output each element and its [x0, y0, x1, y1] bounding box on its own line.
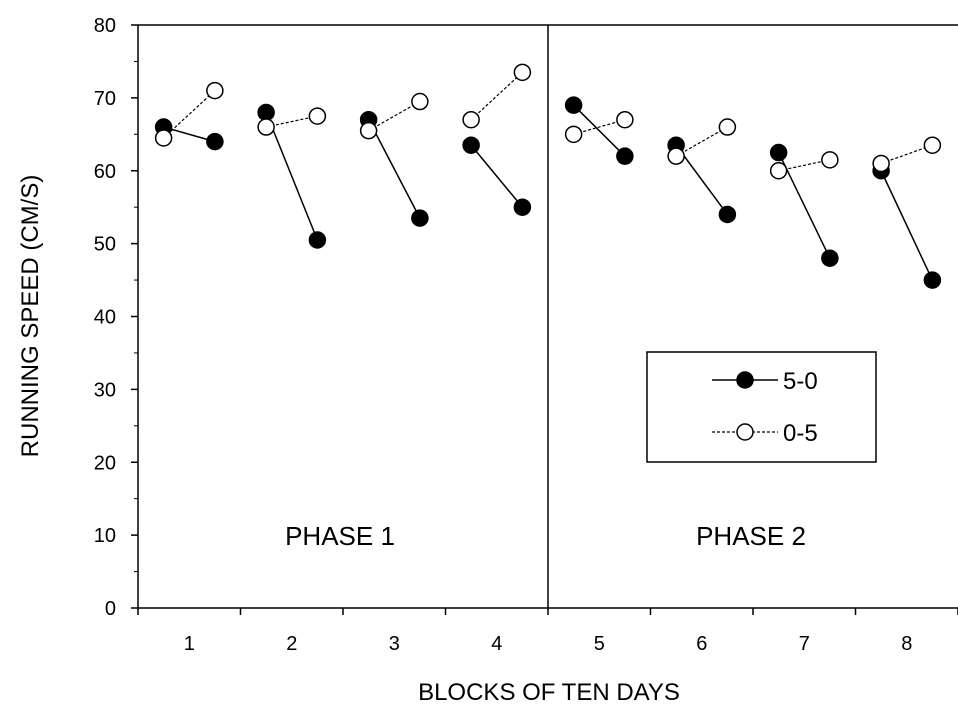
legend-marker-5-0 [736, 371, 754, 389]
series-5-0-point-1-2 [206, 132, 224, 151]
x-tick-label-2: 2 [286, 633, 297, 655]
series-5-0-point-7-1 [769, 143, 788, 162]
series-5-0-segment-2 [265, 112, 319, 241]
series-5-0-point-6-2 [718, 205, 737, 224]
series-0-5-segment-2 [265, 115, 318, 128]
series-0-5-point-2-1 [257, 118, 275, 136]
series-0-5-point-5-2 [616, 110, 634, 129]
series-0-5-segment-7 [778, 159, 831, 172]
y-tick-label-80: 80 [94, 15, 116, 37]
series-5-0-point-8-2 [923, 271, 942, 289]
x-tick-label-3: 3 [389, 633, 400, 655]
series-5-0-point-3-2 [411, 209, 429, 227]
x-tick-label-4: 4 [491, 633, 502, 655]
x-tick-label-1: 1 [184, 633, 195, 655]
y-axis: 0 10 20 30 40 50 60 70 80 [94, 15, 138, 620]
legend-label-5-0: 5-0 [783, 368, 818, 395]
phase-2-label: PHASE 2 [696, 521, 806, 551]
y-tick-label-40: 40 [94, 307, 116, 329]
series-5-0-segment-5 [573, 104, 626, 157]
series-5-0-segment-4 [470, 144, 523, 208]
series-0-5-point-3-1 [359, 121, 378, 140]
series-0-5-segment-4 [470, 71, 523, 121]
legend-box [646, 351, 877, 463]
series-5-0-point-5-2 [616, 147, 634, 165]
series-5-0-point-5-1 [564, 96, 583, 114]
series-5-0-point-7-2 [821, 249, 839, 267]
y-tick-label-50: 50 [94, 234, 116, 256]
series-0-5-segment-8 [880, 144, 933, 165]
series-0-5-point-6-1 [667, 147, 685, 165]
y-tick-label-0: 0 [105, 598, 116, 620]
y-tick-label-60: 60 [94, 161, 116, 183]
y-tick-label-70: 70 [94, 88, 116, 110]
legend: 5-0 0-5 [646, 351, 877, 463]
series-0-5-point-8-2 [923, 136, 942, 154]
x-tick-label-5: 5 [594, 633, 605, 655]
series-5-0-segment-3 [367, 119, 421, 219]
series-0-5-segment-1 [163, 90, 216, 139]
series-0-5-point-2-2 [308, 107, 327, 125]
y-tick-label-10: 10 [94, 525, 116, 547]
x-tick-label-6: 6 [696, 633, 707, 655]
series-0-5-point-1-2 [206, 81, 224, 100]
series-0-5 [154, 63, 942, 180]
x-tick-label-8: 8 [901, 633, 912, 655]
series-5-0-point-2-2 [308, 231, 327, 249]
legend-marker-0-5 [736, 423, 754, 441]
series-layer [154, 63, 942, 289]
series-0-5-point-1-1 [154, 129, 173, 147]
series-5-0-segment-8 [880, 170, 934, 281]
series-0-5-point-7-1 [769, 162, 788, 180]
series-5-0-point-4-2 [513, 198, 532, 216]
y-tick-label-30: 30 [94, 379, 116, 401]
series-0-5-point-8-1 [872, 154, 890, 173]
series-0-5-segment-5 [573, 119, 626, 135]
series-0-5-point-5-1 [564, 125, 583, 144]
series-0-5-point-7-2 [821, 151, 839, 169]
series-0-5-point-3-2 [411, 92, 429, 111]
legend-label-0-5: 0-5 [783, 420, 818, 447]
series-5-0-point-2-1 [257, 103, 275, 122]
y-tick-label-20: 20 [94, 452, 116, 474]
y-axis-title: RUNNING SPEED (CM/S) [17, 175, 44, 458]
series-5-0-point-4-1 [462, 136, 480, 154]
series-0-5-point-4-1 [462, 110, 480, 129]
x-axis: 1 2 3 4 5 6 7 8 [137, 608, 958, 655]
phase-1-label: PHASE 1 [285, 521, 395, 551]
x-axis-title: BLOCKS OF TEN DAYS [418, 679, 680, 706]
series-0-5-point-4-2 [513, 63, 532, 82]
series-0-5-point-6-2 [718, 118, 737, 136]
x-tick-label-7: 7 [799, 633, 810, 655]
